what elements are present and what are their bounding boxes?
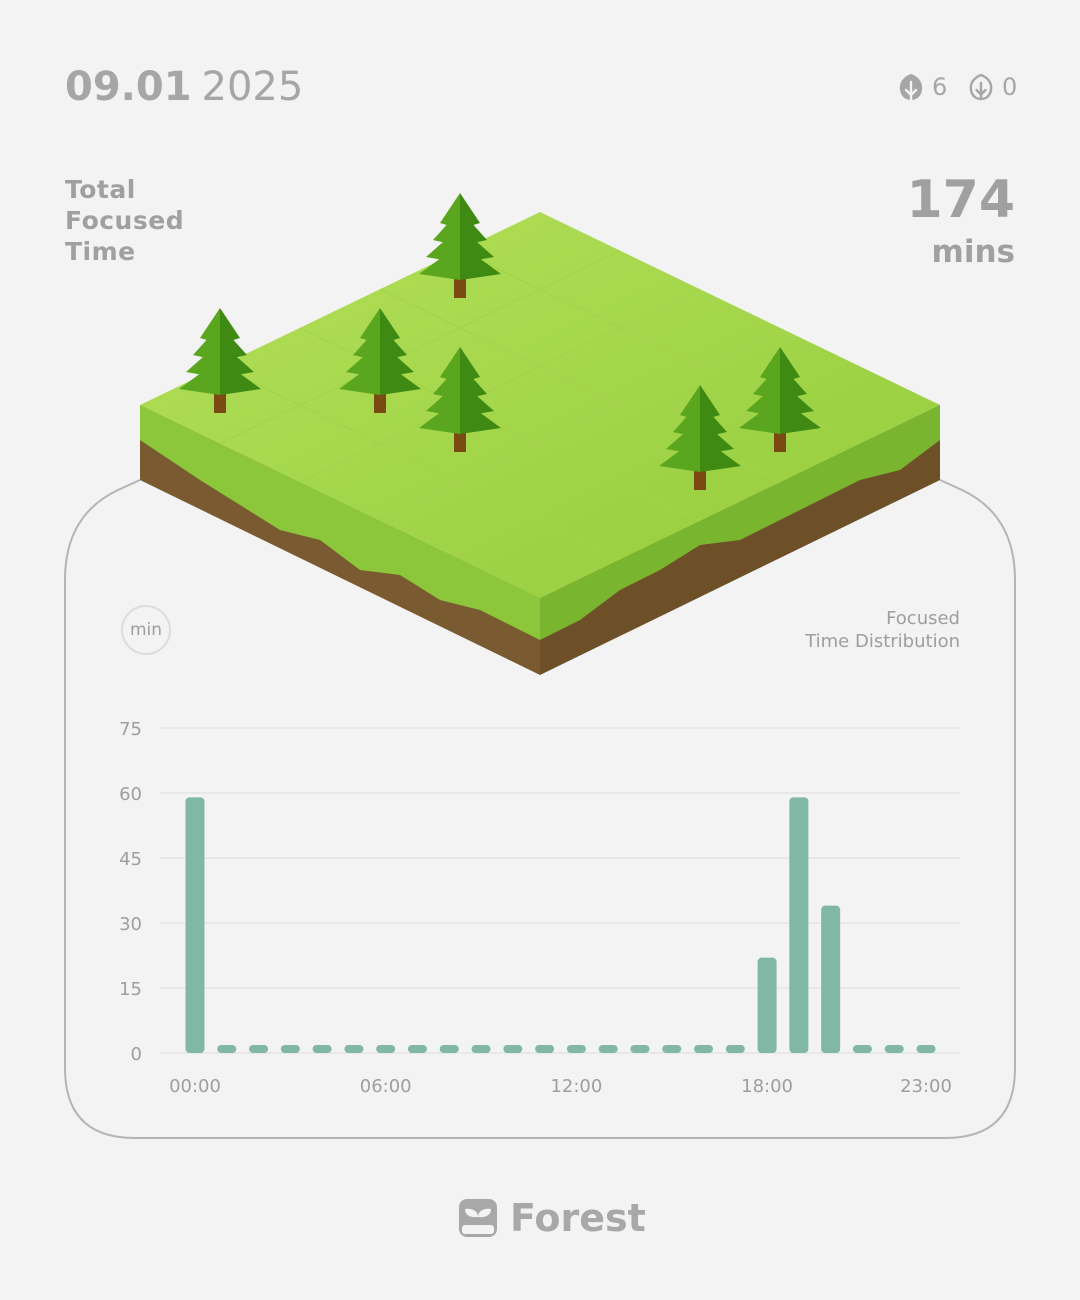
pine-tree bbox=[419, 193, 501, 298]
date-day-month: 09.01 bbox=[65, 64, 192, 110]
y-axis-unit-badge: min bbox=[121, 605, 171, 655]
pine-tree bbox=[179, 308, 261, 413]
forest-brand: Forest bbox=[458, 1196, 646, 1240]
island-top bbox=[140, 212, 940, 598]
total-focused-unit: mins bbox=[931, 234, 1015, 270]
leaf-outline-icon bbox=[969, 73, 993, 101]
forest-logo-icon bbox=[459, 1199, 497, 1237]
forest-island bbox=[140, 193, 940, 675]
pine-tree bbox=[739, 347, 821, 452]
leaf-filled-icon bbox=[899, 74, 923, 102]
healthy-count: 6 bbox=[932, 73, 948, 101]
date-year: 2025 bbox=[201, 64, 304, 110]
dead-tree-count: 0 bbox=[968, 72, 1017, 102]
date-heading: 09.01 2025 bbox=[65, 64, 303, 110]
chart-title: Focused Time Distribution bbox=[805, 608, 960, 652]
total-focused-value: 174 bbox=[906, 170, 1015, 230]
pine-tree bbox=[419, 347, 501, 452]
pine-tree bbox=[339, 308, 421, 413]
dead-count: 0 bbox=[1002, 73, 1018, 101]
brand-name: Forest bbox=[510, 1196, 646, 1240]
total-focused-label: Total Focused Time bbox=[65, 175, 185, 266]
pine-tree bbox=[659, 385, 741, 490]
healthy-tree-count: 6 bbox=[898, 72, 947, 102]
